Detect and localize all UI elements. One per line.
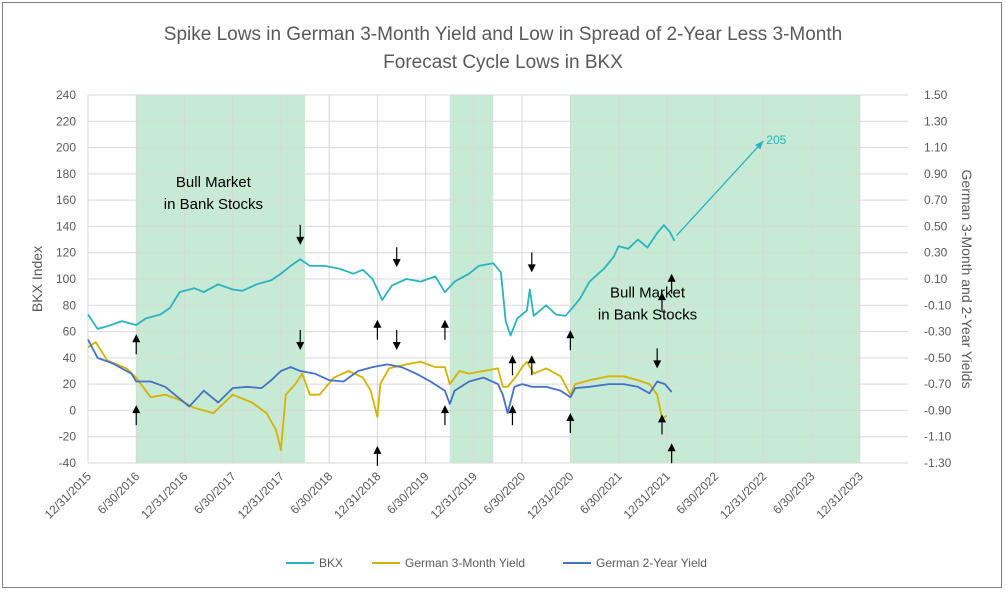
right-tick-label: -1.30 (924, 456, 952, 470)
up-arrow-head (132, 405, 141, 414)
x-tick-label: 6/30/2022 (674, 469, 722, 517)
x-tick-label: 12/31/2019 (428, 469, 481, 522)
x-tick-label: 12/31/2021 (621, 469, 674, 522)
right-tick-label: 1.30 (924, 114, 948, 128)
x-tick-label: 12/31/2015 (42, 469, 95, 522)
up-arrow-head (132, 334, 141, 343)
right-tick-label: 0.70 (924, 193, 948, 207)
left-tick-label: 20 (63, 377, 77, 391)
left-tick-label: 100 (56, 272, 76, 286)
right-axis-label: German 3-Month and 2-Year Yields (959, 170, 975, 389)
right-tick-label: 0.30 (924, 246, 948, 260)
x-tick-label: 12/31/2023 (814, 469, 867, 522)
forecast-arrowhead (755, 141, 764, 150)
down-arrow-head (527, 264, 536, 273)
right-tick-label: -0.50 (924, 351, 952, 365)
signal-arrows (132, 224, 676, 466)
right-tick-label: -0.10 (924, 298, 952, 312)
annotation-line2: in Bank Stocks (598, 306, 697, 323)
up-arrow-head (508, 355, 517, 364)
down-arrow-head (296, 341, 305, 350)
left-tick-label: 220 (56, 114, 76, 128)
legend-label: German 3-Month Yield (405, 556, 525, 570)
x-tick-label: 12/31/2022 (717, 469, 770, 522)
up-arrow-head (373, 319, 382, 328)
annotations: Bull Market in Bank Stocks Bull Market in B… (164, 174, 697, 323)
up-arrow-head (667, 443, 676, 452)
left-tick-label: 120 (56, 246, 76, 260)
right-tick-label: -0.90 (924, 403, 952, 417)
series-line-german-2-year-yield (87, 339, 673, 414)
left-tick-label: 200 (56, 141, 76, 155)
up-arrow-head (667, 273, 676, 282)
up-arrow-head (508, 405, 517, 414)
forecast-label: 205 (766, 133, 786, 147)
up-arrow-head (527, 355, 536, 364)
left-tick-label: -20 (59, 430, 77, 444)
x-tick-label: 6/30/2019 (384, 469, 432, 517)
left-tick-label: 140 (56, 219, 76, 233)
x-tick-label: 12/31/2016 (138, 469, 191, 522)
up-arrow-head (658, 414, 666, 423)
left-tick-label: -40 (59, 456, 77, 470)
x-tick-label: 6/30/2021 (577, 469, 625, 517)
chart-title-line1: Spike Lows in German 3-Month Yield and L… (164, 24, 842, 45)
up-arrow-head (566, 330, 575, 339)
left-tick-label: 240 (56, 88, 76, 102)
forecast-line: 205 (675, 133, 787, 237)
down-arrow-head (296, 236, 305, 245)
left-tick-label: 180 (56, 167, 76, 181)
left-tick-label: 80 (63, 298, 77, 312)
right-tick-label: 1.10 (924, 141, 948, 155)
right-tick-label: -1.10 (924, 430, 952, 444)
down-arrow-head (392, 341, 401, 350)
up-arrow-head (373, 445, 382, 454)
up-arrow-head (658, 292, 666, 301)
left-tick-label: 60 (63, 325, 77, 339)
chart-title-line2: Forecast Cycle Lows in BKX (383, 52, 623, 73)
left-tick-label: 40 (63, 351, 77, 365)
left-axis-ticks: -40 -20 0 20 40 60 80 100 120 140 160 180 200 220 240 (56, 88, 76, 470)
series-line-bkx (87, 224, 676, 337)
x-tick-label: 6/30/2020 (481, 469, 529, 517)
up-arrow-head (440, 405, 449, 414)
right-tick-label: 1.50 (924, 88, 948, 102)
down-arrow-head (392, 259, 401, 268)
right-axis-ticks: -1.30 -1.10 -0.90 -0.70 -0.50 -0.30 -0.10 0.10 0… (924, 88, 952, 470)
right-tick-label: -0.30 (924, 325, 952, 339)
legend: BKX German 3-Month Yield German 2-Year Yie… (286, 556, 707, 570)
series-lines (87, 224, 676, 451)
left-axis-label: BKX Index (29, 246, 45, 312)
x-tick-label: 12/31/2017 (235, 469, 288, 522)
gridlines (87, 94, 908, 464)
down-arrow-head (653, 360, 662, 369)
right-tick-label: 0.90 (924, 167, 948, 181)
x-tick-label: 6/30/2023 (770, 469, 818, 517)
up-arrow-head (440, 319, 449, 328)
right-tick-label: -0.70 (924, 377, 952, 391)
annotation-line1: Bull Market (610, 284, 686, 301)
x-tick-label: 12/31/2018 (331, 469, 384, 522)
right-tick-label: 0.50 (924, 219, 948, 233)
right-tick-label: 0.10 (924, 272, 948, 286)
forecast-line (675, 140, 764, 237)
legend-label: BKX (319, 556, 343, 570)
annotation-line1: Bull Market (176, 174, 252, 191)
x-tick-label: 12/31/2020 (524, 469, 577, 522)
left-tick-label: 160 (56, 193, 76, 207)
legend-label: German 2-Year Yield (596, 556, 707, 570)
up-arrow-head (566, 413, 575, 422)
x-tick-label: 6/30/2017 (191, 469, 239, 517)
annotation-line2: in Bank Stocks (164, 196, 263, 213)
left-tick-label: 0 (69, 403, 76, 417)
x-tick-label: 6/30/2018 (288, 469, 336, 517)
x-tick-label: 6/30/2016 (95, 469, 143, 517)
